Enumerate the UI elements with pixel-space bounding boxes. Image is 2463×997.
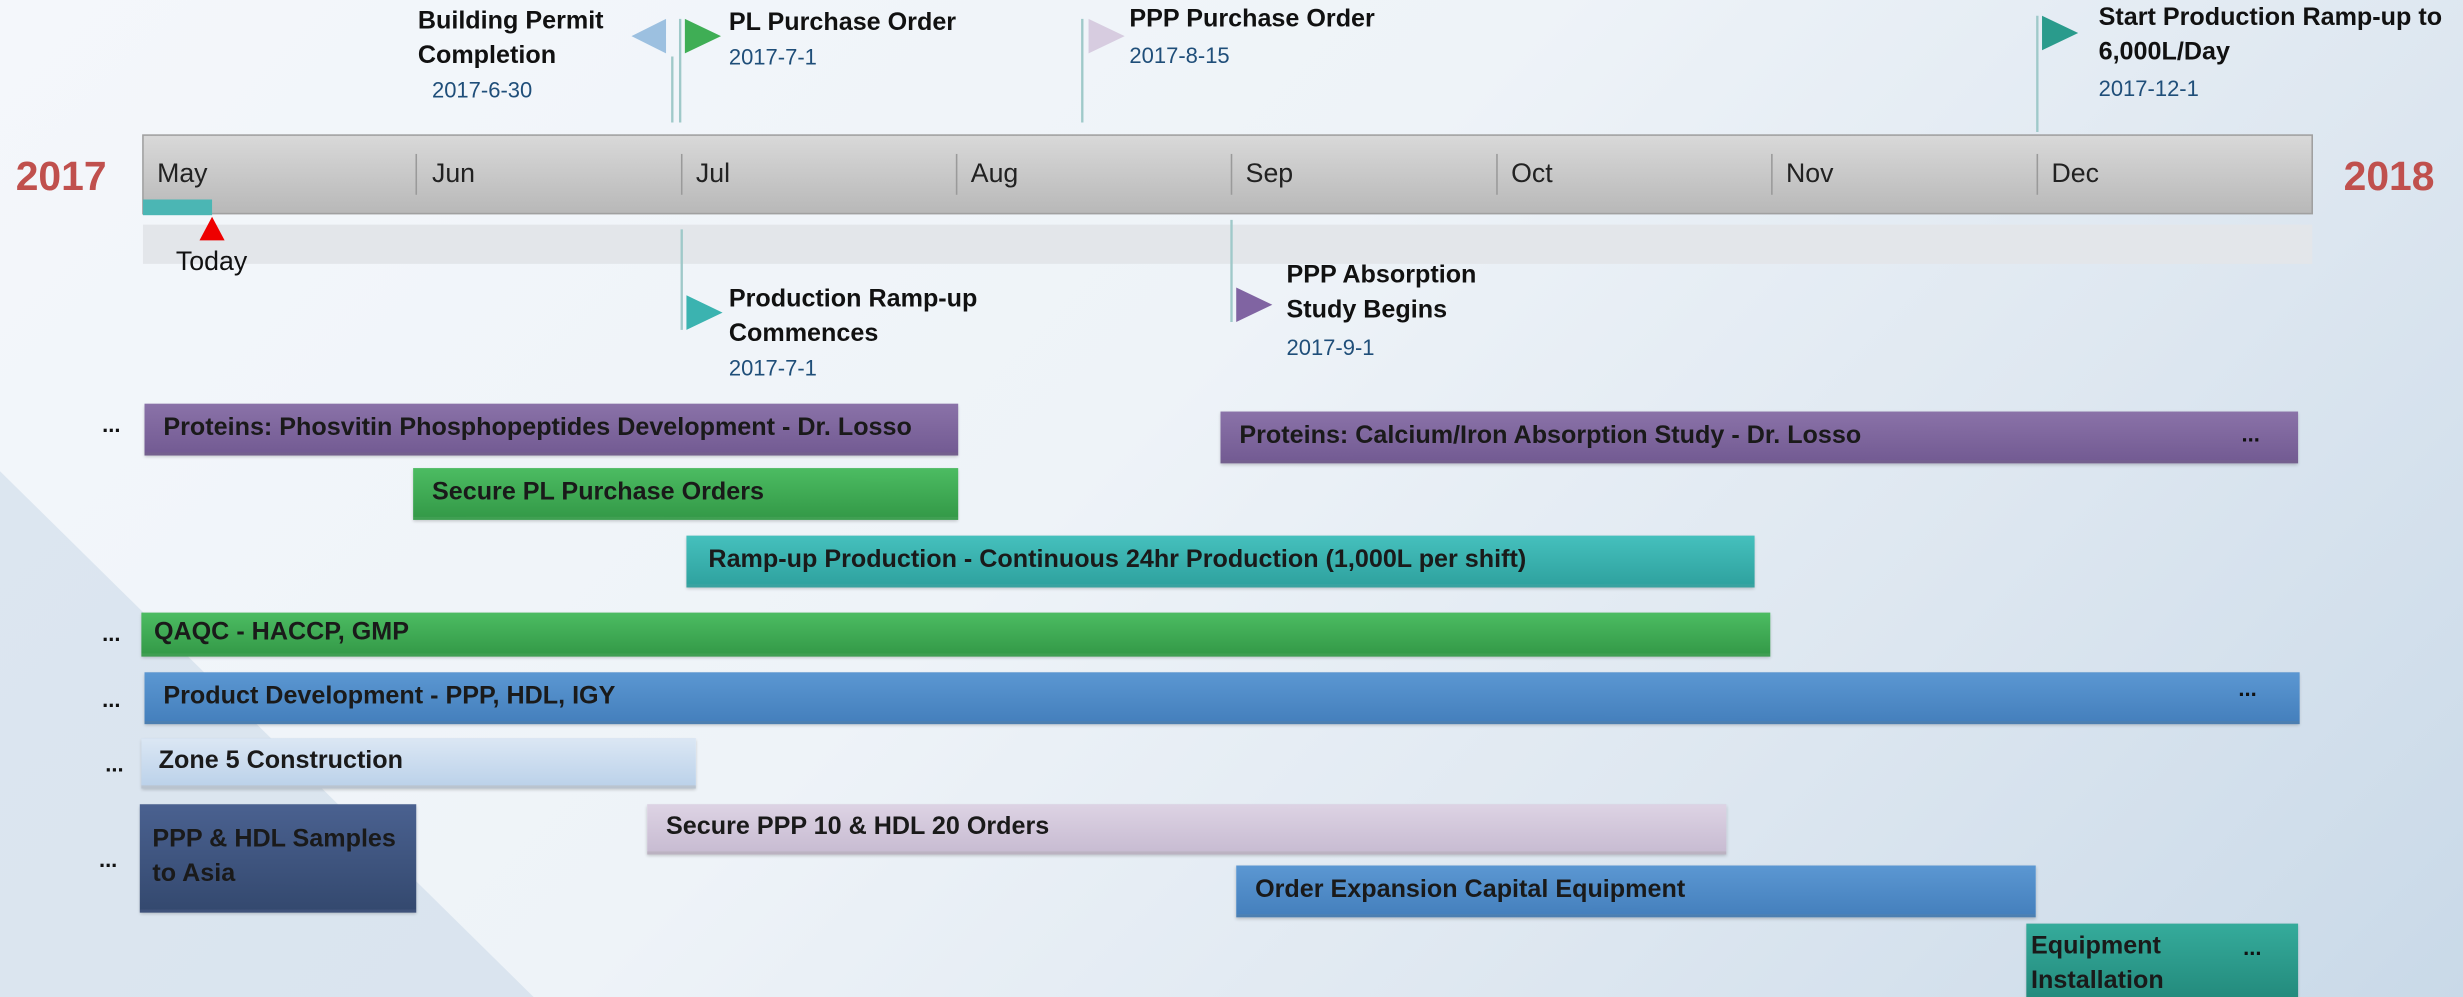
more-indicator: ... <box>2238 675 2257 701</box>
more-indicator: ... <box>102 686 121 712</box>
today-label: Today <box>175 246 248 277</box>
month: Aug <box>970 158 1019 189</box>
year-end: 2018 <box>2343 152 2435 200</box>
more-indicator: ... <box>105 750 124 776</box>
milestone-title: Start Production Ramp-up to 6,000L/Day <box>2098 4 2443 66</box>
task-bar: Zone 5 Construction <box>141 738 696 789</box>
more-indicator: ... <box>2241 420 2260 447</box>
task-bar: Ramp-up Production - Continuous 24hr Pro… <box>686 535 1755 588</box>
milestone-title: Production Ramp-up Commences <box>728 285 978 348</box>
month: Dec <box>2051 158 2099 189</box>
task-bar: Order Expansion Capital Equipment <box>1236 865 2036 918</box>
task-bar: QAQC - HACCP, GMP <box>141 612 1771 657</box>
more-indicator: ... <box>2243 934 2262 960</box>
flag <box>686 295 723 330</box>
task-bar: Product Development - PPP, HDL, IGY <box>144 672 2300 725</box>
flag <box>1236 287 1273 323</box>
task-bar: Proteins: Calcium/Iron Absorption Study … <box>1220 411 2299 464</box>
decor <box>0 471 534 997</box>
milestone-date: 2017-9-1 <box>1286 334 1375 360</box>
month: Jul <box>695 158 731 189</box>
month: Jun <box>431 158 476 189</box>
more-indicator: ... <box>102 411 121 437</box>
milestone-title: PPP Absorption Study Begins <box>1286 262 1477 324</box>
axis-shadow <box>142 224 2313 264</box>
flag <box>631 18 667 54</box>
milestone-title: PL Purchase Order <box>728 9 957 37</box>
task-bar: Proteins: Phosvitin Phosphopeptides Deve… <box>144 403 959 456</box>
task-bar: PPP & HDL Samples to Asia <box>139 804 417 913</box>
more-indicator: ... <box>102 620 121 646</box>
task-bar: Secure PL Purchase Orders <box>413 468 959 520</box>
milestone-title: Building Permit Completion <box>417 7 604 70</box>
task-bar: Secure PPP 10 & HDL 20 Orders <box>647 804 1727 855</box>
more-indicator: ... <box>98 846 118 872</box>
flag <box>684 18 721 54</box>
milestone-date: 2017-6-30 <box>431 76 533 103</box>
today-marker <box>199 216 225 241</box>
milestone-date: 2017-7-1 <box>728 43 817 70</box>
year-start: 2017 <box>15 152 107 200</box>
milestone-title: PPP Purchase Order <box>1129 6 1375 33</box>
milestone-date: 2017-12-1 <box>2098 75 2199 101</box>
milestone-stems <box>671 15 2039 330</box>
axis-bar <box>142 134 2314 215</box>
flag <box>2042 15 2079 51</box>
month: May <box>157 158 208 189</box>
task-bar: Equipment Installation <box>2026 923 2299 997</box>
milestone-date: 2017-8-15 <box>1129 42 1230 68</box>
month: Nov <box>1785 158 1834 189</box>
milestone-date: 2017-7-1 <box>728 355 817 381</box>
month: Sep <box>1245 158 1294 189</box>
month: Oct <box>1511 158 1553 189</box>
flag <box>1088 18 1125 54</box>
month-dividers <box>415 153 2039 195</box>
today-progress <box>142 199 213 216</box>
